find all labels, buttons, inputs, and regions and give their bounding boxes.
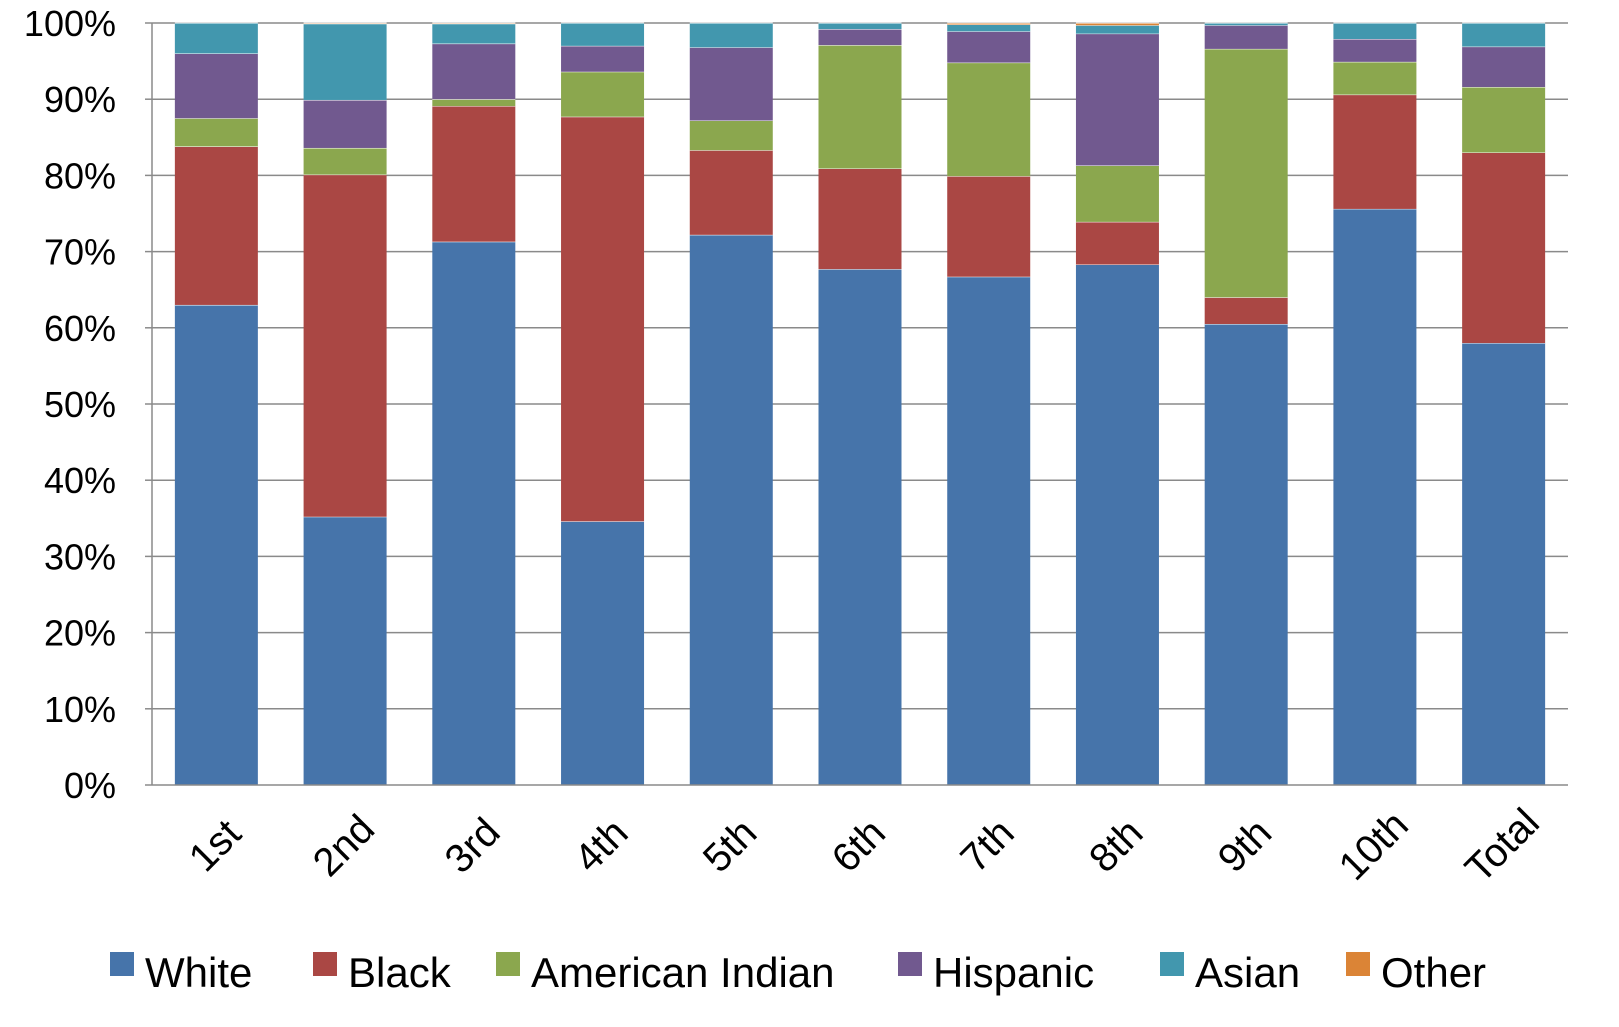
x-tick-label: 3rd — [437, 810, 509, 882]
legend-label: American Indian — [531, 949, 835, 996]
x-tick-label: 9th — [1210, 811, 1280, 881]
legend-swatch-asian — [1160, 952, 1184, 976]
bar-segment-hispanic — [947, 31, 1031, 63]
bar-segment-white — [947, 276, 1031, 785]
legend-swatch-other — [1346, 952, 1370, 976]
bar-segment-black — [818, 168, 902, 270]
y-tick-label: 20% — [44, 613, 116, 654]
bar-segment-asian — [432, 23, 516, 44]
bar-segment-hispanic — [1204, 25, 1288, 49]
bar-segment-black — [947, 176, 1031, 277]
bar-segment-hispanic — [1333, 39, 1417, 62]
y-tick-label: 50% — [44, 384, 116, 425]
y-tick-label: 80% — [44, 155, 116, 196]
x-tick-label: Total — [1457, 800, 1548, 891]
bar-segment-white — [174, 304, 258, 785]
bar-segment-american-indian — [689, 120, 773, 151]
legend-swatch-black — [313, 952, 337, 976]
bar-segment-hispanic — [818, 29, 902, 46]
y-tick-label: 0% — [64, 765, 116, 806]
bar-segment-black — [1075, 221, 1159, 265]
bar-segment-hispanic — [174, 53, 258, 119]
y-tick-label: 100% — [24, 3, 116, 44]
y-tick-label: 70% — [44, 232, 116, 273]
x-tick-label: 5th — [695, 811, 765, 881]
bars — [174, 22, 1546, 786]
axes — [145, 22, 1568, 786]
y-tick-label: 10% — [44, 689, 116, 730]
bar-segment-asian — [174, 23, 258, 54]
y-tick-label: 30% — [44, 536, 116, 577]
bar-segment-hispanic — [689, 47, 773, 121]
legend-swatch-hispanic — [898, 952, 922, 976]
bar-segment-american-indian — [1075, 165, 1159, 222]
bar-segment-hispanic — [561, 45, 645, 72]
bar-segment-american-indian — [561, 71, 645, 117]
bar-segment-white — [1462, 343, 1546, 785]
bar-segment-white — [432, 241, 516, 786]
bar-segment-hispanic — [1075, 33, 1159, 166]
legend-swatch-white — [110, 952, 134, 976]
bar-segment-black — [174, 146, 258, 305]
bar-segment-other — [947, 23, 1031, 25]
bar-segment-black — [432, 106, 516, 242]
bar-segment-american-indian — [174, 118, 258, 147]
legend: White Black American Indian Hispanic Asian Ot… — [110, 949, 1486, 996]
x-tick-label: 7th — [952, 811, 1022, 881]
bar-segment-hispanic — [1462, 46, 1546, 88]
bar-segment-hispanic — [303, 99, 387, 148]
legend-label: Hispanic — [933, 949, 1094, 996]
bar-segment-american-indian — [303, 147, 387, 175]
bar-segment-american-indian — [1333, 61, 1417, 95]
y-tick-label: 60% — [44, 308, 116, 349]
x-tick-label: 6th — [824, 811, 894, 881]
legend-label: Black — [348, 949, 452, 996]
x-tick-labels: 1st 2nd 3rd 4th 5th 6th 7th 8th 9th 10th Total — [181, 800, 1548, 891]
bar-segment-black — [561, 116, 645, 522]
bar-segment-american-indian — [1462, 87, 1546, 153]
y-tick-labels: 0% 10% 20% 30% 40% 50% 60% 70% 80% 90% 100% — [24, 3, 116, 806]
bar-segment-asian — [947, 24, 1031, 32]
bar-segment-asian — [689, 23, 773, 48]
x-tick-label: 10th — [1331, 803, 1417, 889]
bar-segment-other — [1075, 23, 1159, 26]
bar-segment-asian — [1333, 23, 1417, 40]
legend-swatch-american-indian — [496, 952, 520, 976]
y-tick-label: 40% — [44, 460, 116, 501]
bar-segment-american-indian — [947, 62, 1031, 177]
bar-segment-white — [1204, 323, 1288, 785]
bar-segment-black — [1333, 94, 1417, 209]
bar-segment-black — [1204, 297, 1288, 324]
bar-segment-white — [1075, 264, 1159, 786]
x-tick-label: 4th — [566, 811, 636, 881]
bar-segment-asian — [303, 23, 387, 100]
bar-segment-asian — [1204, 23, 1288, 26]
bar-segment-white — [303, 516, 387, 785]
x-tick-label: 8th — [1081, 811, 1151, 881]
y-tick-label: 90% — [44, 79, 116, 120]
bar-segment-american-indian — [818, 45, 902, 169]
bar-segment-hispanic — [432, 43, 516, 100]
bar-segment-black — [689, 150, 773, 235]
legend-label: White — [145, 949, 252, 996]
bar-segment-american-indian — [432, 99, 516, 107]
bar-segment-black — [303, 174, 387, 517]
bar-segment-asian — [561, 23, 645, 46]
bar-segment-asian — [1462, 23, 1546, 47]
x-tick-label: 1st — [181, 811, 250, 880]
bar-segment-asian — [818, 23, 902, 30]
bar-segment-white — [1333, 208, 1417, 786]
bar-segment-white — [689, 234, 773, 785]
legend-label: Asian — [1195, 949, 1300, 996]
bar-segment-white — [818, 269, 902, 786]
bar-segment-asian — [1075, 25, 1159, 34]
legend-label: Other — [1381, 949, 1486, 996]
bar-segment-white — [561, 521, 645, 785]
bar-segment-american-indian — [1204, 48, 1288, 298]
x-tick-label: 2nd — [305, 807, 383, 885]
bar-segment-black — [1462, 152, 1546, 344]
